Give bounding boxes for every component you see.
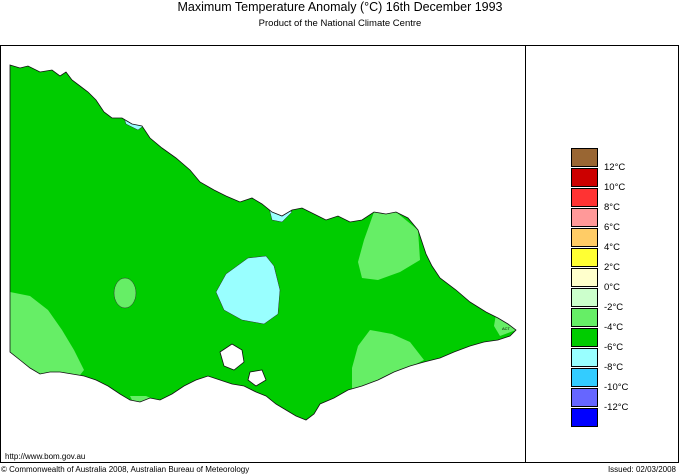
western-port [247, 369, 267, 387]
legend-swatch [571, 228, 598, 247]
victoria-anomaly-map: ACT [9, 64, 517, 421]
legend-label: -12°C [604, 402, 629, 413]
source-url[interactable]: http://www.bom.gov.au [5, 452, 86, 461]
band-minus-4-southwest [10, 292, 84, 380]
legend-swatch [571, 388, 598, 407]
legend-swatch [571, 168, 598, 187]
map-title: Maximum Temperature Anomaly (°C) 16th De… [177, 0, 503, 14]
map-frame [0, 45, 679, 463]
legend-label: -2°C [604, 302, 624, 313]
legend-label: 0°C [604, 282, 620, 293]
legend-swatch [571, 208, 598, 227]
anomaly-fill [10, 65, 516, 420]
legend-swatch [571, 288, 598, 307]
legend-label: 8°C [604, 202, 620, 213]
legend-label: -4°C [604, 322, 624, 333]
legend-swatch [571, 148, 598, 167]
legend-swatch [571, 248, 598, 267]
legend-label: -10°C [604, 382, 629, 393]
legend-swatch [571, 368, 598, 387]
act-label: ACT [502, 326, 511, 331]
legend-swatch [571, 308, 598, 327]
legend-label: 2°C [604, 262, 620, 273]
port-phillip-bay [219, 343, 245, 371]
legend-swatch [571, 348, 598, 367]
band-minus-8-central [215, 255, 281, 325]
legend-swatch [571, 188, 598, 207]
map-subtitle: Product of the National Climate Centre [258, 18, 422, 29]
legend-label: -8°C [604, 362, 624, 373]
band-minus-4-east [358, 212, 420, 280]
band-minus-6 [10, 65, 516, 420]
legend-swatch [571, 408, 598, 427]
copyright-notice: © Commonwealth of Australia 2008, Austra… [1, 465, 250, 474]
legend-label: 6°C [604, 222, 620, 233]
band-minus-4-southeast [352, 330, 424, 390]
legend-swatch [571, 328, 598, 347]
legend-label: 10°C [604, 182, 626, 193]
issued-date: Issued: 02/03/2008 [607, 465, 676, 474]
band-minus-4-far-east [494, 314, 516, 336]
band-minus-4-west [113, 277, 137, 309]
legend-label: 12°C [604, 162, 626, 173]
legend-label: -6°C [604, 342, 624, 353]
legend-divider [525, 45, 526, 463]
legend-label: 4°C [604, 242, 620, 253]
state-boundary [9, 64, 517, 421]
legend-swatch [571, 268, 598, 287]
